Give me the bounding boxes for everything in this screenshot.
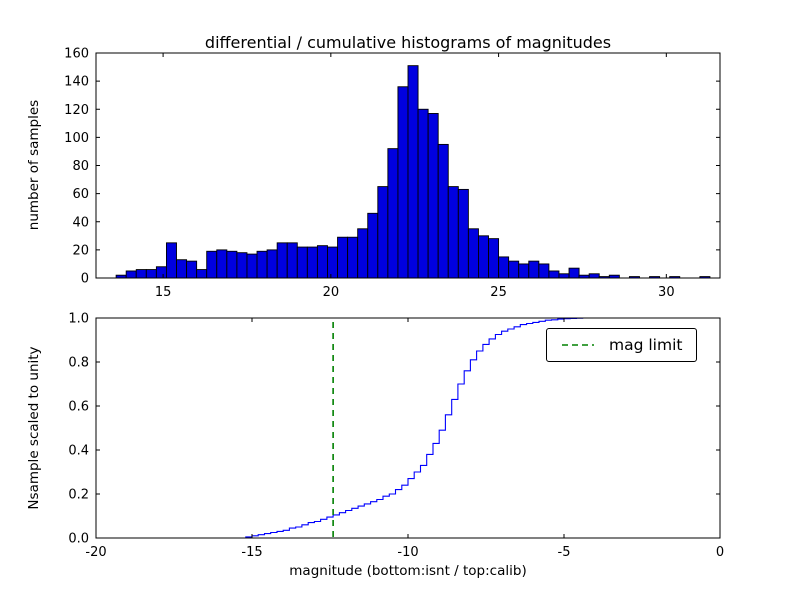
bottom-ytick-label: 0.4: [68, 444, 89, 459]
top-ytick-label: 140: [64, 75, 89, 90]
bottom-ytick-label: 0.2: [68, 488, 89, 503]
top-xtick-label: 30: [658, 285, 675, 300]
histogram-bar: [135, 269, 147, 279]
top-ytick-label: 20: [72, 243, 89, 258]
top-ytick-label: 80: [72, 159, 89, 174]
histogram-bar: [176, 259, 188, 279]
histogram-bar: [508, 260, 520, 279]
histogram-bar: [478, 235, 489, 279]
top-ytick-label: 160: [64, 47, 89, 62]
histogram-bar: [447, 186, 459, 279]
histogram-bar: [145, 269, 157, 279]
top-ytick-label: 120: [64, 103, 89, 118]
histogram-bar: [467, 228, 479, 279]
histogram-bar: [306, 246, 318, 279]
top-xtick-label: 15: [155, 285, 172, 300]
histogram-bar: [266, 249, 278, 279]
bottom-xtick-label: -20: [85, 545, 106, 560]
histogram-bar: [216, 249, 228, 279]
bottom-ylabel: Nsample scaled to unity: [26, 346, 42, 510]
bottom-xlabel: magnitude (bottom:isnt / top:calib): [289, 563, 527, 579]
histogram-bar: [125, 270, 137, 279]
histogram-bar: [528, 260, 540, 279]
bottom-ytick-label: 0.8: [68, 356, 89, 371]
histogram-bar: [498, 256, 510, 279]
histogram-bar: [548, 270, 560, 279]
bottom-xtick-label: 0: [716, 545, 724, 560]
histogram-bar: [347, 236, 359, 279]
histogram-bar: [568, 267, 580, 279]
bottom-xtick-label: -10: [397, 545, 418, 560]
histogram-bar: [337, 236, 349, 279]
top-xtick-label: 25: [490, 285, 507, 300]
histogram-bar: [377, 186, 389, 279]
histogram-bar: [186, 260, 198, 279]
histogram-bar: [538, 263, 550, 279]
histogram-bar: [286, 242, 298, 279]
histogram-bar: [256, 250, 268, 279]
histogram-bar: [407, 65, 419, 279]
histogram-bar: [155, 266, 167, 279]
histogram-bar: [588, 273, 600, 279]
histogram-bar: [558, 273, 570, 279]
top-ylabel: number of samples: [26, 99, 42, 231]
bottom-ytick-label: 1.0: [68, 312, 89, 327]
histogram-bar: [327, 246, 338, 279]
histogram-bar: [236, 252, 248, 279]
bottom-xtick-label: -5: [558, 545, 571, 560]
histogram-bar: [518, 263, 530, 279]
legend-dashed-line-icon: [562, 344, 594, 346]
bottom-ytick-label: 0.0: [68, 532, 89, 547]
cumulative-line: [239, 317, 589, 539]
histogram-bar: [387, 148, 399, 279]
top-ytick-label: 0: [81, 272, 89, 287]
histogram-bar: [437, 143, 449, 279]
histogram-bar: [427, 113, 439, 279]
bottom-xtick-label: -15: [241, 545, 262, 560]
legend: mag limit: [546, 328, 698, 362]
histogram-bar: [165, 242, 177, 279]
histogram-bar: [276, 242, 288, 279]
top-ytick-label: 40: [72, 215, 89, 230]
histogram-bar: [296, 246, 308, 279]
chart-title: differential / cumulative histograms of …: [204, 33, 612, 52]
histogram-bar: [196, 269, 208, 279]
histogram-bar: [246, 253, 258, 279]
bottom-ytick-label: 0.6: [68, 400, 89, 415]
histogram-bar: [226, 250, 238, 279]
histogram-bar: [357, 228, 369, 279]
top-ytick-label: 60: [72, 187, 89, 202]
histogram-bar: [417, 108, 429, 279]
histogram-bar: [397, 86, 409, 279]
histogram-bar: [457, 188, 469, 279]
histogram-bar: [488, 238, 500, 279]
legend-label: mag limit: [609, 336, 683, 354]
histogram-bar: [316, 245, 328, 279]
top-xtick-label: 20: [323, 285, 340, 300]
top-ytick-label: 100: [64, 131, 89, 146]
histogram-bar: [206, 250, 218, 279]
histogram-bar: [367, 212, 379, 279]
